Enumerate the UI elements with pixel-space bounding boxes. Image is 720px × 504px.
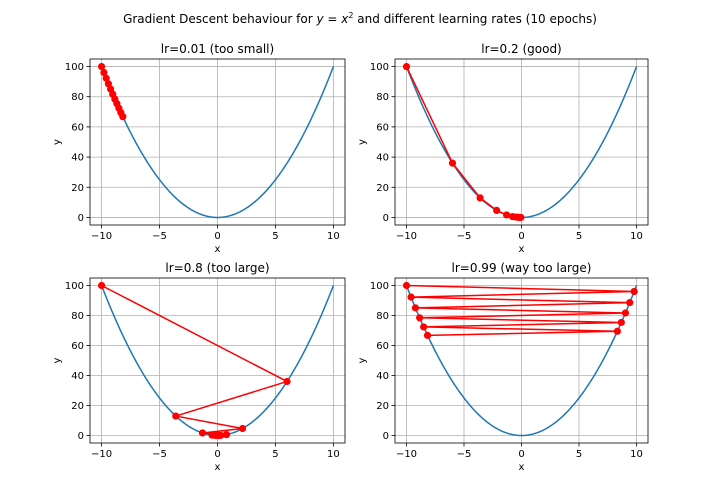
x-axis-label: x <box>215 462 221 473</box>
descent-point <box>402 281 411 290</box>
y-tick-label: 40 <box>71 153 84 164</box>
x-axis-label: x <box>519 244 525 255</box>
x-tick-label: 0 <box>518 449 524 460</box>
y-tick-label: 20 <box>376 183 389 194</box>
x-tick-label: 10 <box>630 449 643 460</box>
y-tick-label: 80 <box>71 311 84 322</box>
y-axis-label: y <box>52 357 63 363</box>
descent-point <box>172 412 180 420</box>
y-tick-label: 100 <box>370 281 389 292</box>
x-tick-label: −10 <box>91 231 112 242</box>
descent-point <box>402 62 411 71</box>
descent-point <box>222 431 231 439</box>
y-tick-label: 0 <box>383 431 389 442</box>
y-tick-label: 40 <box>376 371 389 382</box>
descent-point <box>630 287 638 296</box>
x-axis-label: x <box>519 462 525 473</box>
descent-point <box>423 331 432 339</box>
x-tick-label: −5 <box>152 231 167 242</box>
descent-point <box>411 304 420 312</box>
x-tick-label: −5 <box>457 231 472 242</box>
descent-point <box>621 309 630 317</box>
subplot-title: lr=0.99 (way too large) <box>452 261 592 275</box>
descent-point <box>97 62 106 71</box>
figure-title-sup: 2 <box>348 11 353 20</box>
descent-point <box>213 431 221 440</box>
descent-path-line <box>101 284 290 437</box>
descent-point <box>198 429 207 437</box>
descent-point <box>238 424 247 433</box>
descent-point <box>100 68 108 77</box>
x-tick-label: 0 <box>214 449 220 460</box>
descent-point <box>448 159 457 167</box>
descent-point <box>613 327 621 335</box>
y-tick-label: 0 <box>78 213 84 224</box>
y-tick-label: 20 <box>71 401 84 412</box>
figure-title-math: y = x <box>316 12 350 26</box>
descent-point <box>502 211 511 219</box>
x-tick-label: −5 <box>152 449 167 460</box>
figure-title: Gradient Descent behaviour for y = x2 an… <box>123 11 597 26</box>
y-axis-label: y <box>357 139 368 145</box>
x-tick-label: 5 <box>272 231 278 242</box>
y-tick-label: 40 <box>376 153 389 164</box>
descent-path-line <box>406 284 635 337</box>
x-tick-label: 5 <box>272 449 278 460</box>
x-tick-label: −10 <box>91 449 112 460</box>
function-curve <box>405 285 638 437</box>
y-tick-label: 80 <box>376 92 389 103</box>
descent-point <box>119 113 127 121</box>
x-tick-label: 10 <box>630 231 643 242</box>
figure-title-prefix: Gradient Descent behaviour for <box>123 12 316 26</box>
subplot-title: lr=0.01 (too small) <box>161 42 274 56</box>
subplot-title: lr=0.2 (good) <box>481 42 562 56</box>
x-tick-label: 5 <box>576 231 582 242</box>
y-tick-label: 0 <box>78 431 84 442</box>
x-tick-label: −10 <box>396 231 417 242</box>
function-curve <box>100 66 335 219</box>
x-tick-label: 0 <box>518 231 524 242</box>
descent-point <box>517 213 525 222</box>
y-tick-label: 0 <box>383 213 389 224</box>
subplot-title: lr=0.8 (too large) <box>165 261 269 275</box>
x-axis-label: x <box>215 244 221 255</box>
descent-point <box>626 299 634 307</box>
y-tick-label: 80 <box>376 311 389 322</box>
y-tick-label: 100 <box>65 62 84 73</box>
descent-point <box>476 194 484 202</box>
x-tick-label: 0 <box>214 231 220 242</box>
descent-point <box>420 323 428 331</box>
descent-point <box>102 74 110 82</box>
y-tick-label: 60 <box>376 341 389 352</box>
descent-point <box>97 281 106 290</box>
y-tick-label: 60 <box>376 122 389 133</box>
x-tick-label: −5 <box>457 449 472 460</box>
y-tick-label: 40 <box>71 371 84 382</box>
x-tick-label: 10 <box>327 231 340 242</box>
y-axis-label: y <box>357 357 368 363</box>
descent-point <box>407 293 415 301</box>
y-tick-label: 100 <box>65 281 84 292</box>
descent-point <box>416 314 424 322</box>
descent-point <box>283 377 291 386</box>
y-tick-label: 100 <box>370 62 389 73</box>
y-tick-label: 60 <box>71 122 84 133</box>
y-tick-label: 60 <box>71 341 84 352</box>
x-tick-label: 5 <box>576 449 582 460</box>
y-tick-label: 20 <box>376 401 389 412</box>
descent-point <box>493 206 501 215</box>
figure-title-suffix: and different learning rates (10 epochs) <box>353 12 596 26</box>
descent-point <box>617 318 625 327</box>
x-tick-label: 10 <box>327 449 340 460</box>
y-tick-label: 80 <box>71 92 84 103</box>
x-tick-label: −10 <box>396 449 417 460</box>
y-tick-label: 20 <box>71 183 84 194</box>
y-axis-label: y <box>52 139 63 145</box>
